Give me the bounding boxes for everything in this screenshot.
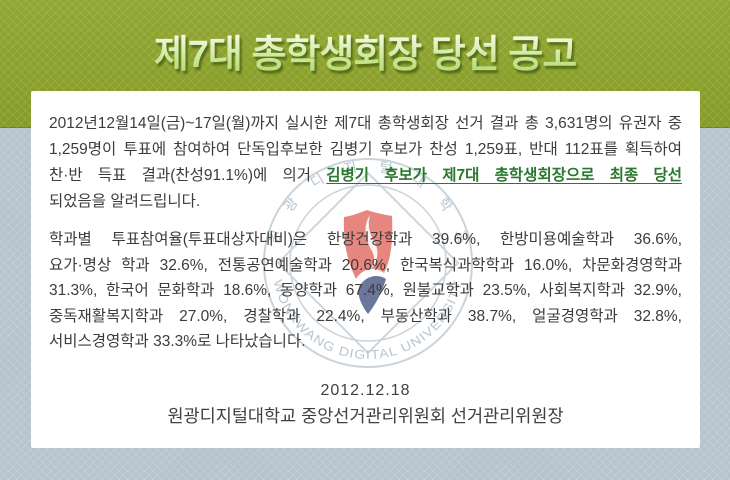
winner-highlight-text: 김병기 후보가 제7대 총학생회장으로 최종 당선 [326,167,682,184]
emblem-shield-flame [365,215,378,272]
text-line: 요가·명상 학과 32.6%, 전통공연예술학과 20.6%, 한국복식과학학과… [49,256,682,274]
signature-line: 원광디지털대학교 중앙선거관리위원회 선거관리위원장 [167,405,564,426]
emblem-outer-circle [263,158,473,368]
emblem-inner-circle [289,184,447,342]
notice-date: 2012.12.18 [320,381,411,399]
text-line: 찬·반 득표 결과(찬성91.1%)에 의거 김병기 후보가 제7대 총학생회장… [49,163,682,189]
page-title: 제7대 총학생회장 당선 공고 [0,0,730,78]
emblem-diamond [276,171,460,355]
text-segment: 찬·반 득표 결과(찬성91.1%)에 의거 [49,167,327,184]
election-result-paragraph: 2012년12월14일(금)~17일(월)까지 실시한 제7대 총학생회장 선거… [49,111,682,215]
text-line: 학과별 투표참여율(투표대상자대비)은 한방건강학과 39.6%, 한방미용예술… [49,231,682,248]
text-line: 되었음을 알려드립니다. [49,193,201,210]
text-line: 1,259명이 투표에 참여하여 단독입후보한 김병기 후보가 찬성 1,259… [49,141,682,158]
turnout-paragraph: 학과별 투표참여율(투표대상자대비)은 한방건강학과 39.6%, 한방미용예술… [49,227,682,355]
text-line: 중독재활복지학과 27.0%, 경찰학과 22.4%, 부동산학과 38.7%,… [49,307,682,325]
text-line: 31.3%, 한국어 문화학과 18.6%, 동양학과 67.4%, 원불교학과… [49,282,682,299]
text-line: 2012년12월14일(금)~17일(월)까지 실시한 제7대 총학생회장 선거… [49,115,682,132]
text-line: 서비스경영학과 33.3%로 나타났습니다. [49,333,306,350]
university-emblem-watermark: 원광디지털대학교 WONKWANG DIGITAL UNIVERSITY [263,158,473,368]
emblem-shield-blue [358,275,386,314]
emblem-shield-red [343,210,393,279]
emblem-shield [339,206,397,320]
notice-box: 원광디지털대학교 WONKWANG DIGITAL UNIVERSITY 201… [31,91,700,448]
notice-content: 2012년12월14일(금)~17일(월)까지 실시한 제7대 총학생회장 선거… [31,91,700,428]
